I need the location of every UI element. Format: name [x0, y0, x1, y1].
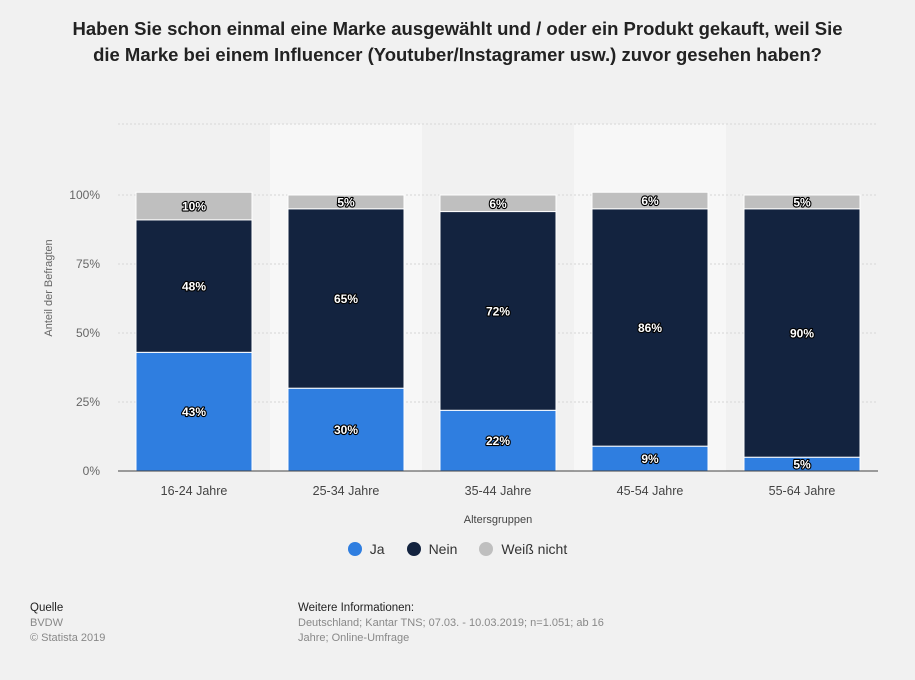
- bar-segment-ja: [439, 409, 557, 472]
- info-text: Deutschland; Kantar TNS; 07.03. - 10.03.…: [298, 617, 604, 644]
- source-name: BVDW: [30, 617, 63, 629]
- y-axis-label: Anteil der Befragten: [43, 239, 55, 337]
- data-label-nein: 90%: [790, 327, 814, 341]
- bar-segment-weiss-nicht: [591, 191, 709, 210]
- data-label-nein: 86%: [638, 321, 662, 335]
- data-label-ja: 9%: [641, 452, 659, 466]
- data-label-ja: 22%: [486, 434, 510, 448]
- bar-segment-weiss-nicht: [287, 194, 405, 210]
- y-tick-label: 50%: [76, 326, 100, 340]
- data-label-nein: 72%: [486, 304, 510, 318]
- x-tick-label: 45-54 Jahre: [617, 484, 684, 498]
- bar-segment-weiss-nicht: [135, 191, 253, 221]
- legend-item-weiss-nicht[interactable]: Weiß nicht: [479, 541, 567, 557]
- x-tick-label: 35-44 Jahre: [465, 484, 532, 498]
- data-label-ja: 5%: [793, 458, 811, 472]
- x-tick-label: 25-34 Jahre: [313, 484, 380, 498]
- stacked-bar-chart: 0% 25% 50% 75% 100% 43% 48% 10% 16-24 Jahre 30% 65…: [69, 123, 878, 498]
- bar-segment-weiss-nicht: [439, 194, 557, 213]
- y-tick-label: 25%: [76, 395, 100, 409]
- legend-dot-weiss-nicht: [479, 542, 494, 556]
- source-block: Quelle BVDW © Statista 2019: [30, 601, 105, 646]
- bar-segment-nein: [439, 211, 557, 411]
- data-label-ja: 43%: [182, 405, 206, 419]
- legend-label-nein: Nein: [428, 541, 458, 557]
- data-label-weiss-nicht: 5%: [337, 195, 355, 209]
- data-label-weiss-nicht: 10%: [182, 200, 206, 214]
- data-label-nein: 48%: [182, 280, 206, 294]
- y-tick-label: 100%: [69, 188, 100, 202]
- legend-dot-ja: [347, 542, 362, 556]
- legend-label-weiss-nicht: Weiß nicht: [501, 541, 568, 557]
- x-tick-label: 16-24 Jahre: [161, 484, 228, 498]
- legend-dot-nein: [406, 542, 421, 556]
- y-tick-label: 0%: [83, 464, 101, 478]
- x-tick-label: 55-64 Jahre: [769, 484, 836, 498]
- y-tick-label: 75%: [76, 257, 100, 271]
- bar-segment-nein: [591, 208, 709, 447]
- data-label-weiss-nicht: 6%: [489, 197, 507, 211]
- bar-segment-nein: [287, 208, 405, 389]
- bar-segment-nein: [135, 219, 253, 353]
- copyright: © Statista 2019: [30, 632, 106, 644]
- data-label-weiss-nicht: 6%: [641, 194, 659, 208]
- bar-segment-nein: [743, 208, 861, 458]
- legend: Ja Nein Weiß nicht: [0, 541, 915, 557]
- legend-item-nein[interactable]: Nein: [406, 541, 458, 557]
- bar-segment-ja: [591, 445, 709, 472]
- source-heading: Quelle: [30, 602, 64, 614]
- data-label-nein: 65%: [334, 292, 358, 306]
- legend-label-ja: Ja: [369, 541, 385, 557]
- info-block: Weitere Informationen: Deutschland; Kant…: [298, 601, 628, 646]
- data-label-ja: 30%: [334, 423, 358, 437]
- x-axis-label: Altersgruppen: [463, 514, 533, 526]
- data-label-weiss-nicht: 5%: [793, 195, 811, 209]
- chart-title: Haben Sie schon einmal eine Marke ausgew…: [72, 18, 843, 65]
- legend-item-ja[interactable]: Ja: [347, 541, 385, 557]
- bar-segment-weiss-nicht: [743, 194, 861, 210]
- info-heading: Weitere Informationen:: [298, 602, 415, 614]
